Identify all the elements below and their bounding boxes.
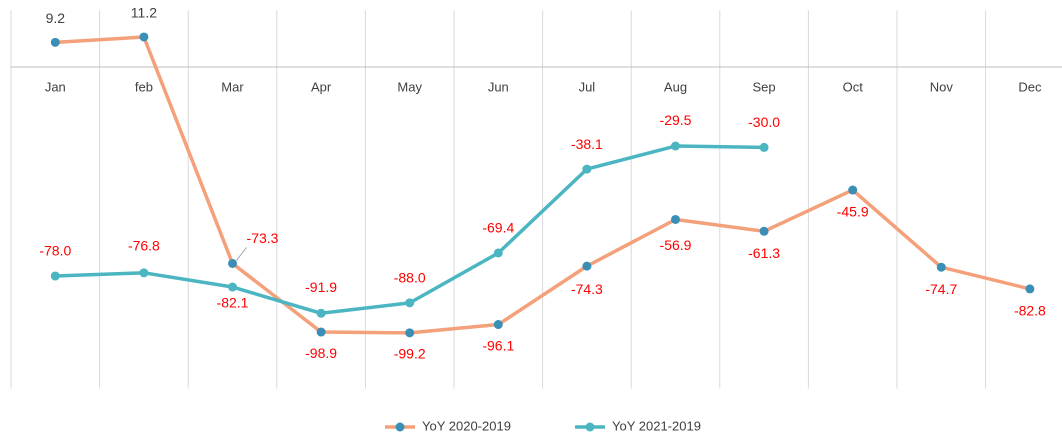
x-tick-label: Apr	[311, 79, 332, 94]
data-label: 11.2	[131, 5, 157, 21]
data-point	[50, 37, 60, 47]
data-label: -74.3	[571, 281, 603, 297]
data-point	[316, 327, 326, 337]
data-label: -74.7	[925, 281, 957, 297]
x-tick-label: Nov	[930, 79, 954, 94]
x-tick-label: Dec	[1018, 79, 1042, 94]
data-point	[759, 142, 769, 152]
data-label: -73.3	[247, 230, 279, 246]
leader-line	[236, 247, 247, 261]
x-tick-label: Oct	[843, 79, 864, 94]
legend-marker	[395, 422, 405, 432]
x-tick-label: feb	[135, 79, 153, 94]
data-label: -61.3	[748, 245, 780, 261]
data-point	[671, 214, 680, 224]
x-tick-label: Mar	[221, 79, 244, 94]
x-tick-label: May	[397, 79, 422, 94]
legend-label: YoY 2020-2019	[422, 418, 511, 433]
data-point	[139, 268, 149, 278]
data-label: -30.0	[748, 114, 780, 130]
data-point	[1025, 284, 1035, 294]
data-label: -78.0	[39, 243, 71, 259]
x-tick-label: Jul	[579, 79, 596, 94]
data-label: -99.2	[394, 346, 426, 362]
data-point	[228, 258, 237, 268]
data-point	[493, 320, 503, 330]
data-point	[671, 141, 680, 151]
data-point	[50, 271, 60, 281]
data-label: -96.1	[482, 337, 514, 353]
data-label: -82.1	[217, 295, 249, 311]
data-point	[316, 308, 326, 318]
legend-marker	[585, 422, 595, 432]
x-tick-label: Jun	[488, 79, 509, 94]
data-label: -82.8	[1014, 303, 1046, 319]
data-point	[139, 32, 149, 42]
data-label: -45.9	[837, 204, 869, 220]
data-point	[405, 328, 415, 338]
x-tick-label: Jan	[45, 79, 66, 94]
data-label: -88.0	[394, 270, 426, 286]
data-label: -91.9	[305, 279, 337, 295]
data-label: -69.4	[482, 220, 514, 236]
data-label: 9.2	[46, 10, 66, 26]
data-label: -29.5	[660, 112, 692, 128]
x-tick-label: Sep	[753, 79, 776, 94]
data-label: -38.1	[571, 136, 603, 152]
data-label: -56.9	[660, 237, 692, 253]
data-point	[582, 261, 592, 271]
data-point	[405, 298, 415, 308]
legend-label: YoY 2021-2019	[612, 418, 701, 433]
data-point	[848, 185, 858, 195]
data-label: -98.9	[305, 345, 337, 361]
data-point	[936, 262, 946, 272]
data-point	[493, 248, 503, 258]
data-point	[582, 164, 592, 174]
x-tick-label: Aug	[664, 79, 687, 94]
data-point	[228, 282, 237, 292]
data-point	[759, 226, 769, 236]
series-line	[55, 35, 1031, 335]
data-label: -76.8	[128, 238, 160, 254]
